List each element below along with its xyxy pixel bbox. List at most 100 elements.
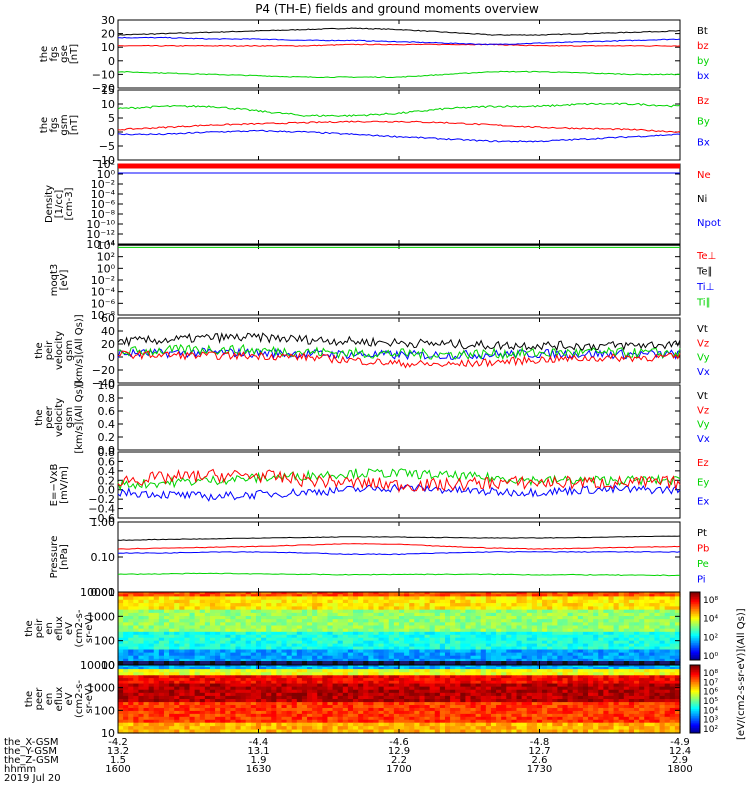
heatmap-cell bbox=[572, 592, 579, 595]
legend-Ex: Ex bbox=[697, 497, 709, 508]
heatmap-cell bbox=[123, 669, 129, 673]
heatmap-cell bbox=[664, 678, 671, 682]
heatmap-cell bbox=[634, 634, 640, 639]
heatmap-cell bbox=[138, 596, 145, 601]
heatmap-cell bbox=[393, 675, 400, 679]
heatmap-cell bbox=[618, 655, 625, 660]
heatmap-cell bbox=[276, 643, 283, 648]
heatmap-cell bbox=[337, 675, 344, 679]
heatmap-cell bbox=[577, 699, 584, 703]
heatmap-cell bbox=[506, 669, 512, 673]
heatmap-cell bbox=[674, 612, 681, 617]
heatmap-cell bbox=[307, 640, 313, 645]
y-axis-label-line: [nPa] bbox=[59, 544, 70, 570]
heatmap-cell bbox=[143, 606, 150, 611]
heatmap-cell bbox=[148, 665, 155, 668]
heatmap-cell bbox=[291, 606, 298, 611]
heatmap-cell bbox=[291, 619, 298, 623]
heatmap-cell bbox=[317, 719, 323, 724]
heatmap-cell bbox=[179, 649, 186, 654]
heatmap-cell bbox=[613, 594, 620, 598]
heatmap-cell bbox=[368, 612, 375, 617]
heatmap-cell bbox=[444, 634, 451, 639]
heatmap-cell bbox=[373, 665, 380, 668]
heatmap-cell bbox=[327, 678, 334, 682]
heatmap-cell bbox=[465, 643, 472, 648]
heatmap-cell bbox=[450, 640, 456, 645]
heatmap-cell bbox=[347, 686, 354, 691]
heatmap-cell bbox=[163, 640, 170, 645]
heatmap-cell bbox=[337, 594, 344, 598]
heatmap-cell bbox=[353, 646, 359, 651]
heatmap-cell bbox=[669, 616, 676, 620]
heatmap-cell bbox=[429, 606, 436, 611]
heatmap-cell bbox=[490, 672, 497, 676]
heatmap-cell bbox=[158, 686, 165, 691]
heatmap-cell bbox=[562, 622, 569, 627]
heatmap-cell bbox=[485, 699, 492, 703]
heatmap-cell bbox=[511, 683, 518, 688]
heatmap-cell bbox=[659, 603, 666, 607]
heatmap-cell bbox=[593, 678, 599, 682]
heatmap-cell bbox=[174, 619, 180, 623]
heatmap-cell bbox=[332, 612, 339, 617]
heatmap-cell bbox=[118, 713, 124, 718]
y-tick-label: 10⁻⁶ bbox=[91, 297, 116, 310]
heatmap-cell bbox=[317, 707, 323, 712]
heatmap-cell bbox=[383, 631, 390, 636]
heatmap-cell bbox=[184, 689, 191, 694]
heatmap-cell bbox=[138, 680, 145, 685]
heatmap-cell bbox=[521, 652, 528, 657]
heatmap-cell bbox=[388, 692, 395, 697]
heatmap-cell bbox=[526, 640, 533, 645]
y-axis-label-line: [mV/m] bbox=[59, 466, 70, 504]
heatmap-cell bbox=[485, 603, 492, 607]
heatmap-cell bbox=[174, 637, 180, 642]
heatmap-cell bbox=[153, 637, 160, 642]
heatmap-cell bbox=[613, 640, 620, 645]
heatmap-cell bbox=[312, 599, 318, 604]
heatmap-cell bbox=[577, 689, 584, 694]
heatmap-cell bbox=[404, 640, 410, 645]
heatmap-cell bbox=[245, 603, 252, 607]
heatmap-cell bbox=[291, 634, 298, 639]
heatmap-cell bbox=[347, 655, 354, 660]
heatmap-cell bbox=[332, 592, 339, 595]
heatmap-cell bbox=[582, 596, 589, 601]
heatmap-cell bbox=[271, 713, 277, 718]
heatmap-cell bbox=[123, 628, 129, 633]
heatmap-cell bbox=[169, 672, 175, 676]
heatmap-cell bbox=[163, 612, 170, 617]
heatmap-cell bbox=[419, 678, 426, 682]
heatmap-cell bbox=[409, 606, 415, 611]
heatmap-cell bbox=[240, 628, 247, 633]
heatmap-cell bbox=[250, 640, 257, 645]
heatmap-cell bbox=[322, 631, 329, 636]
heatmap-cell bbox=[148, 702, 155, 706]
heatmap-cell bbox=[526, 678, 533, 682]
heatmap-cell bbox=[552, 637, 558, 642]
heatmap-cell bbox=[255, 689, 262, 694]
heatmap-cell bbox=[174, 689, 180, 694]
heatmap-cell bbox=[174, 719, 180, 724]
heatmap-cell bbox=[521, 686, 528, 691]
heatmap-cell bbox=[388, 658, 395, 663]
heatmap-cell bbox=[562, 652, 569, 657]
heatmap-cell bbox=[628, 646, 635, 651]
heatmap-cell bbox=[291, 716, 298, 721]
heatmap-cell bbox=[123, 719, 129, 724]
heatmap-cell bbox=[480, 680, 487, 685]
heatmap-cell bbox=[623, 609, 630, 614]
heatmap-cell bbox=[613, 683, 620, 688]
heatmap-cell bbox=[286, 705, 293, 709]
heatmap-cell bbox=[562, 649, 569, 654]
heatmap-cell bbox=[240, 616, 247, 620]
heatmap-cell bbox=[307, 652, 313, 657]
heatmap-cell bbox=[189, 678, 196, 682]
heatmap-cell bbox=[439, 649, 446, 654]
heatmap-cell bbox=[332, 689, 339, 694]
heatmap-cell bbox=[332, 661, 339, 665]
heatmap-cell bbox=[506, 661, 512, 665]
heatmap-cell bbox=[204, 707, 211, 712]
heatmap-cell bbox=[598, 689, 604, 694]
